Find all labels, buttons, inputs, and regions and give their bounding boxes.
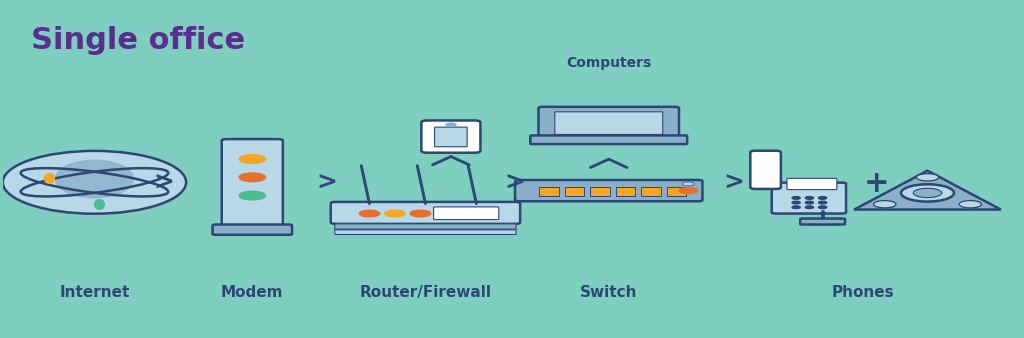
FancyBboxPatch shape <box>213 224 292 235</box>
FancyBboxPatch shape <box>539 107 679 139</box>
Text: Single office: Single office <box>32 26 246 55</box>
FancyBboxPatch shape <box>433 207 499 220</box>
Circle shape <box>818 201 826 204</box>
FancyBboxPatch shape <box>751 151 781 189</box>
FancyBboxPatch shape <box>335 230 516 235</box>
Circle shape <box>793 197 800 199</box>
Circle shape <box>679 188 697 194</box>
Text: >: > <box>154 170 174 194</box>
Text: >: > <box>724 170 744 194</box>
Circle shape <box>385 210 406 217</box>
Circle shape <box>818 206 826 209</box>
Circle shape <box>411 210 430 217</box>
Text: >: > <box>505 170 525 194</box>
FancyBboxPatch shape <box>515 180 702 201</box>
Text: Phones: Phones <box>833 285 895 299</box>
Circle shape <box>916 174 939 181</box>
Circle shape <box>805 197 813 199</box>
FancyBboxPatch shape <box>667 187 686 196</box>
Text: Internet: Internet <box>59 285 130 299</box>
Text: Modem: Modem <box>221 285 284 299</box>
Circle shape <box>445 123 456 126</box>
Circle shape <box>793 206 800 209</box>
FancyBboxPatch shape <box>540 187 559 196</box>
Circle shape <box>913 188 942 198</box>
FancyBboxPatch shape <box>222 139 283 227</box>
FancyBboxPatch shape <box>772 183 846 214</box>
Text: Switch: Switch <box>580 285 638 299</box>
Circle shape <box>793 201 800 204</box>
FancyBboxPatch shape <box>787 178 837 190</box>
Circle shape <box>959 200 981 208</box>
Text: Computers: Computers <box>566 56 651 70</box>
Circle shape <box>682 182 694 186</box>
FancyBboxPatch shape <box>421 120 480 153</box>
Circle shape <box>239 191 265 200</box>
Circle shape <box>359 210 380 217</box>
Circle shape <box>818 197 826 199</box>
FancyBboxPatch shape <box>615 187 635 196</box>
Circle shape <box>805 201 813 204</box>
Ellipse shape <box>55 160 133 198</box>
Circle shape <box>805 206 813 209</box>
Circle shape <box>901 184 954 201</box>
FancyBboxPatch shape <box>555 112 663 135</box>
FancyBboxPatch shape <box>641 187 660 196</box>
Polygon shape <box>854 171 1000 210</box>
FancyBboxPatch shape <box>331 202 520 224</box>
Text: +: + <box>864 169 890 198</box>
FancyBboxPatch shape <box>565 187 585 196</box>
FancyBboxPatch shape <box>434 127 467 147</box>
FancyBboxPatch shape <box>530 136 687 144</box>
FancyBboxPatch shape <box>800 219 845 224</box>
Text: >: > <box>316 170 337 194</box>
Circle shape <box>239 173 265 182</box>
Circle shape <box>239 155 265 163</box>
Ellipse shape <box>3 151 186 214</box>
FancyBboxPatch shape <box>335 224 516 229</box>
FancyBboxPatch shape <box>591 187 609 196</box>
Text: Router/Firewall: Router/Firewall <box>359 285 492 299</box>
Circle shape <box>873 200 896 208</box>
